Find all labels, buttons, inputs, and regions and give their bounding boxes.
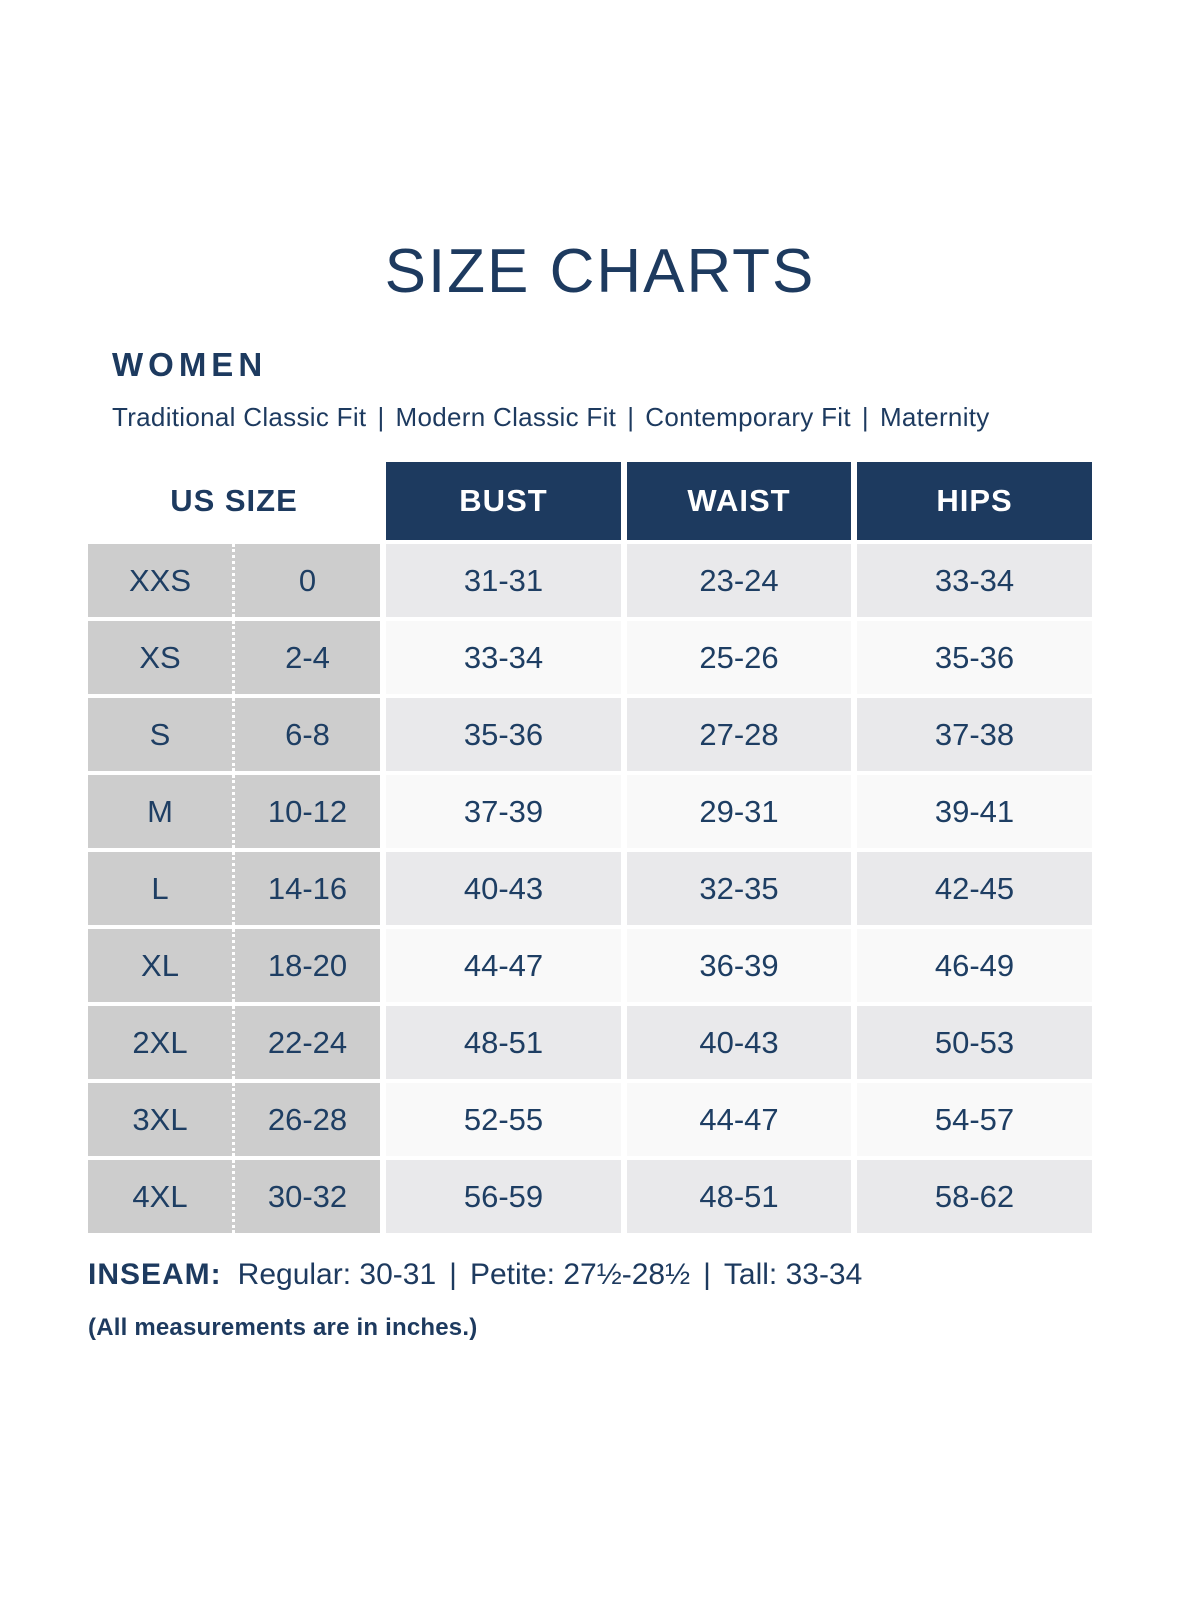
cell-us-size: 6-8 [235,698,386,771]
cell-waist: 40-43 [627,1006,857,1079]
cell-bust: 35-36 [386,698,627,771]
cell-waist: 29-31 [627,775,857,848]
table-row: 3XL 26-28 52-55 44-47 54-57 [88,1083,1092,1156]
inseam-entries: Regular: 30-31 | Petite: 27½-28½ | Tall: 33-… [238,1258,863,1291]
cell-hips: 54-57 [857,1083,1092,1156]
column-header-waist: WAIST [627,462,857,540]
cell-size-label: XXS [88,544,235,617]
cell-bust: 48-51 [386,1006,627,1079]
cell-waist: 23-24 [627,544,857,617]
table-row: L 14-16 40-43 32-35 42-45 [88,852,1092,925]
cell-bust: 40-43 [386,852,627,925]
inseam-separator: | [703,1258,711,1291]
inseam-label: INSEAM: [88,1258,222,1291]
cell-bust: 37-39 [386,775,627,848]
cell-us-size: 14-16 [235,852,386,925]
measurements-footnote: (All measurements are in inches.) [88,1314,478,1341]
cell-hips: 39-41 [857,775,1092,848]
cell-us-size: 0 [235,544,386,617]
fit-type-item: Contemporary Fit [645,402,851,432]
cell-hips: 37-38 [857,698,1092,771]
column-header-us-size: US SIZE [88,462,386,540]
page-title: SIZE CHARTS [384,237,816,306]
cell-size-label: 4XL [88,1160,235,1233]
cell-size-label: XS [88,621,235,694]
table-row: 4XL 30-32 56-59 48-51 58-62 [88,1160,1092,1233]
cell-us-size: 18-20 [235,929,386,1002]
women-size-table: US SIZE BUST WAIST HIPS XXS 0 31-31 23-24 33… [88,458,1092,1237]
cell-us-size: 2-4 [235,621,386,694]
table-row: XL 18-20 44-47 36-39 46-49 [88,929,1092,1002]
cell-waist: 48-51 [627,1160,857,1233]
cell-size-label: XL [88,929,235,1002]
cell-us-size: 22-24 [235,1006,386,1079]
cell-waist: 25-26 [627,621,857,694]
column-header-hips: HIPS [857,462,1092,540]
cell-waist: 32-35 [627,852,857,925]
cell-bust: 44-47 [386,929,627,1002]
cell-us-size: 30-32 [235,1160,386,1233]
inseam-entry: Petite: 27½-28½ [469,1258,691,1291]
fit-type-item: Traditional Classic Fit [112,402,367,432]
cell-bust: 56-59 [386,1160,627,1233]
table-row: XS 2-4 33-34 25-26 35-36 [88,621,1092,694]
cell-hips: 42-45 [857,852,1092,925]
cell-bust: 31-31 [386,544,627,617]
cell-size-label: S [88,698,235,771]
fit-separator: | [861,402,869,432]
inseam-line: INSEAM: Regular: 30-31 | Petite: 27½-28½ | Ta… [88,1258,1148,1292]
cell-waist: 36-39 [627,929,857,1002]
cell-us-size: 10-12 [235,775,386,848]
fit-type-item: Maternity [879,402,990,432]
inseam-entry: Regular: 30-31 [237,1258,437,1291]
table-row: XXS 0 31-31 23-24 33-34 [88,544,1092,617]
table-row: 2XL 22-24 48-51 40-43 50-53 [88,1006,1092,1079]
cell-hips: 58-62 [857,1160,1092,1233]
cell-bust: 33-34 [386,621,627,694]
cell-size-label: 2XL [88,1006,235,1079]
cell-hips: 50-53 [857,1006,1092,1079]
fit-types-line: Traditional Classic Fit | Modern Classic F… [112,402,1112,433]
cell-size-label: L [88,852,235,925]
table-row: M 10-12 37-39 29-31 39-41 [88,775,1092,848]
cell-bust: 52-55 [386,1083,627,1156]
cell-hips: 33-34 [857,544,1092,617]
fit-separator: | [627,402,635,432]
cell-hips: 46-49 [857,929,1092,1002]
table-row: S 6-8 35-36 27-28 37-38 [88,698,1092,771]
cell-size-label: M [88,775,235,848]
inseam-separator: | [449,1258,457,1291]
cell-size-label: 3XL [88,1083,235,1156]
cell-waist: 27-28 [627,698,857,771]
cell-hips: 35-36 [857,621,1092,694]
inseam-entry: Tall: 33-34 [723,1258,863,1291]
cell-waist: 44-47 [627,1083,857,1156]
column-header-bust: BUST [386,462,627,540]
fit-separator: | [377,402,385,432]
size-table-body: XXS 0 31-31 23-24 33-34 XS 2-4 33-34 25-26 35-36 S… [88,544,1092,1233]
section-heading-women: WOMEN [112,346,268,383]
fit-type-item: Modern Classic Fit [395,402,617,432]
table-header-row: US SIZE BUST WAIST HIPS [88,462,1092,540]
cell-us-size: 26-28 [235,1083,386,1156]
